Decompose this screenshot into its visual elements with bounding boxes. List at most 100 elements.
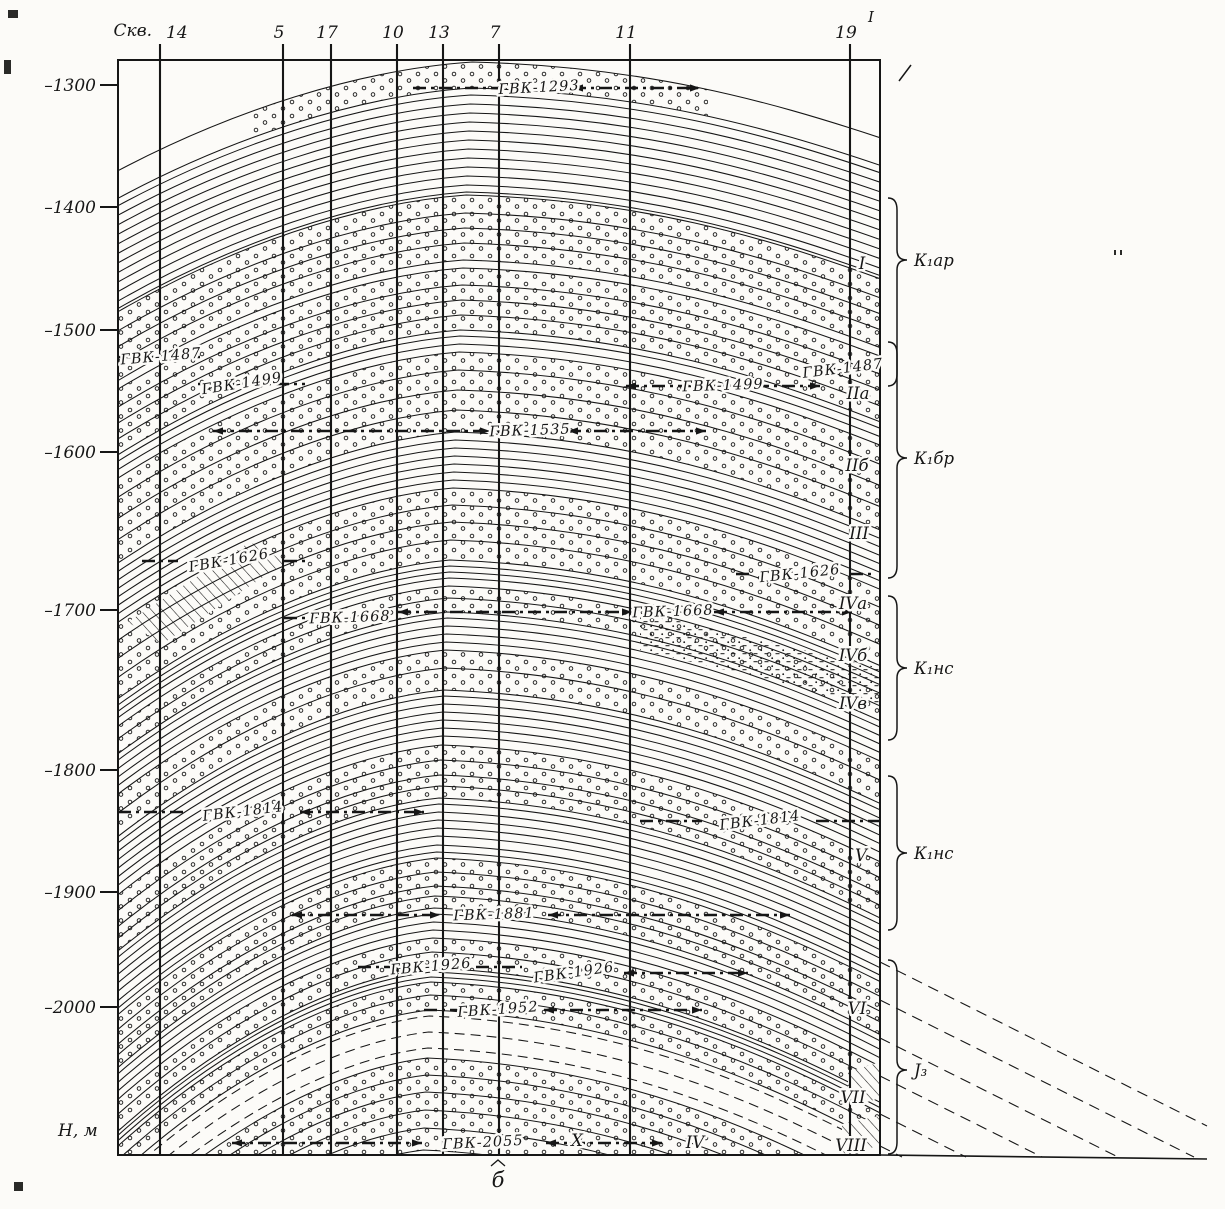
stratum-line xyxy=(118,139,880,254)
inner-roman-label: IV xyxy=(685,1133,707,1152)
unit-roman-label: VII xyxy=(841,1088,866,1107)
stratum-line xyxy=(118,565,880,706)
contact-arrowhead xyxy=(696,427,706,435)
stratum-line xyxy=(118,625,880,770)
sand-band xyxy=(118,745,880,951)
contact-arrowhead xyxy=(292,911,302,919)
strata-group xyxy=(118,61,880,1155)
stratum-line xyxy=(118,389,880,519)
stratum-line xyxy=(118,61,880,172)
stratum-line xyxy=(118,597,880,740)
contact-arrowhead xyxy=(690,84,700,92)
stratum-line xyxy=(122,994,880,1155)
well-label: 5 xyxy=(274,23,285,43)
stratum-line xyxy=(118,267,880,390)
stratum-line xyxy=(118,335,880,462)
sand-band xyxy=(118,488,880,699)
well-label: 14 xyxy=(166,23,188,43)
contact-arrowhead xyxy=(232,1139,242,1147)
unit-roman-label: IIа xyxy=(846,384,870,403)
scan-artifact xyxy=(1120,250,1122,255)
stratum-line xyxy=(118,617,880,761)
stratum-extension-dashed xyxy=(879,1037,1119,1158)
stratum-line xyxy=(118,835,880,992)
strat-unit-brace xyxy=(887,341,908,579)
hatch-patch xyxy=(848,1062,880,1108)
stratum-line xyxy=(118,103,880,216)
stratum-line xyxy=(118,689,880,837)
contact-label: ГВК-1499 xyxy=(681,377,764,396)
contact-arrowhead xyxy=(213,427,223,435)
stratum-line xyxy=(118,857,880,1015)
stratum-line xyxy=(118,479,880,615)
stratum-line xyxy=(118,759,880,912)
depth-tick-label: –1500 xyxy=(44,321,96,341)
depth-tick-label: –1600 xyxy=(44,443,96,463)
stratum-line xyxy=(118,284,880,408)
stratum-line xyxy=(118,885,880,1045)
depth-tick-label: –2000 xyxy=(44,998,96,1018)
stratum-line xyxy=(118,951,880,1115)
contact-arrowhead xyxy=(398,608,408,616)
stratum-line xyxy=(288,1109,674,1155)
contact-arrowhead xyxy=(300,808,310,816)
contact-arrowhead xyxy=(544,1006,554,1014)
stratum-line xyxy=(392,1149,492,1155)
stratum-line xyxy=(118,649,880,795)
stratum-line xyxy=(229,1074,767,1155)
contact-arrowhead xyxy=(622,608,632,616)
strat-unit-brace xyxy=(887,595,908,741)
stratum-line xyxy=(118,112,880,226)
stratum-line xyxy=(118,929,880,1092)
depth-tick-label: –1900 xyxy=(44,883,96,903)
stratum-line xyxy=(118,175,880,293)
stratum-extension-dashed xyxy=(879,999,1195,1158)
unit-roman-label: VIII xyxy=(835,1136,867,1155)
stratum-line xyxy=(118,803,880,958)
contact-arrowhead xyxy=(714,608,724,616)
sand-band xyxy=(118,938,880,1132)
stratum-line xyxy=(118,577,880,719)
contact-arrowhead xyxy=(573,84,583,92)
unit-roman-label: IVб xyxy=(838,646,868,665)
strat-unit-brace xyxy=(887,775,908,931)
stratum-line xyxy=(326,1127,612,1155)
stratum-line xyxy=(203,1057,806,1155)
stratum-line xyxy=(118,819,880,975)
contact-arrowhead xyxy=(546,1139,556,1147)
unit-roman-label: III xyxy=(848,524,869,543)
well-label: 11 xyxy=(615,23,637,43)
well-label: 10 xyxy=(382,23,404,43)
sand-band xyxy=(118,982,880,1155)
stratum-line xyxy=(118,559,880,700)
contact-arrowhead xyxy=(568,427,578,435)
stratum-line xyxy=(118,571,880,712)
stratum-line xyxy=(118,351,880,479)
depth-tick-label: –1400 xyxy=(44,198,96,218)
stratum-line xyxy=(118,504,880,641)
well-label: 17 xyxy=(316,23,338,43)
stratum-line xyxy=(118,191,880,309)
panel-letter-label: б xyxy=(492,1168,505,1192)
stratum-extension-dashed xyxy=(879,961,1208,1127)
contact-arrowhead xyxy=(430,911,440,919)
depth-axis-unit: Н, м xyxy=(57,1121,98,1141)
fine-stipple-patch xyxy=(640,612,880,706)
stratum-line xyxy=(118,811,880,967)
well-label: 7 xyxy=(490,23,501,43)
contact-arrowhead xyxy=(624,969,634,977)
contact-arrowhead xyxy=(842,608,852,616)
strat-unit-label: К₁бр xyxy=(913,449,954,468)
baseline-extension xyxy=(879,1154,1208,1160)
stratum-line xyxy=(118,455,880,589)
stratum-line xyxy=(118,907,880,1068)
hatch-patch xyxy=(128,542,286,644)
scan-artifact xyxy=(8,10,18,18)
sand-band xyxy=(118,352,880,563)
stratum-line xyxy=(118,611,880,755)
stratum-line xyxy=(118,695,880,844)
unit-roman-label: IVв xyxy=(838,694,867,713)
contact-arrowhead xyxy=(810,382,820,390)
section-mark-top-right: I xyxy=(867,8,875,26)
